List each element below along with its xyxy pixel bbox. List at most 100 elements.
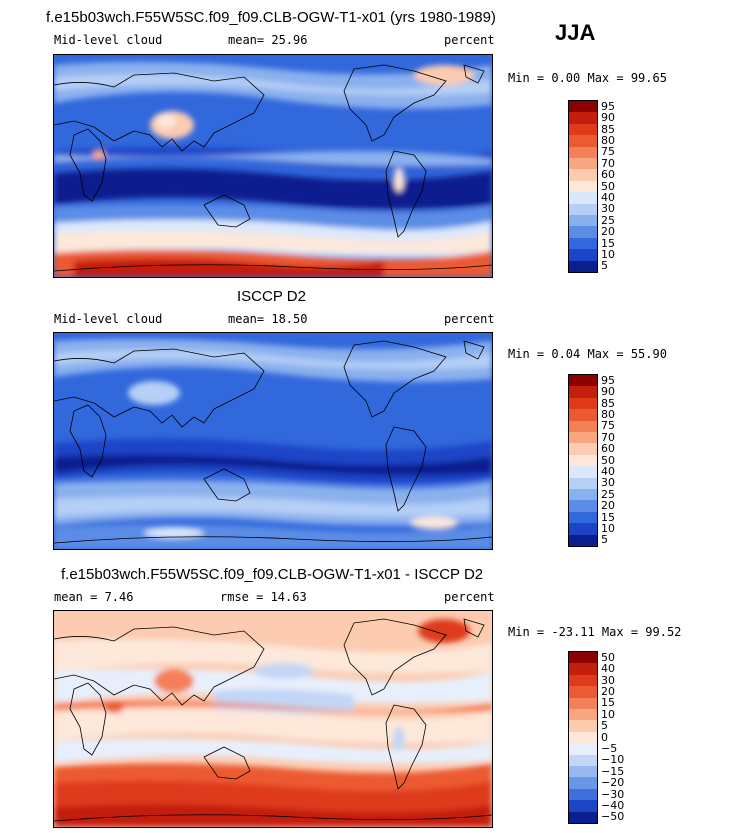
- colorbar-tick-label: 5: [601, 259, 608, 273]
- colorbar-tick-label: 90: [601, 111, 615, 125]
- panel-2-variable-label: Mid-level cloud: [54, 312, 163, 326]
- panel-1-units-label: percent: [444, 33, 495, 47]
- season-label: JJA: [555, 20, 596, 45]
- colorbar-tick-label: 20: [601, 499, 615, 513]
- colorbar-swatch: [569, 432, 597, 444]
- panel-2-range: Min = 0.04 Max = 55.90: [508, 347, 667, 361]
- colorbar-swatch: [569, 101, 597, 113]
- colorbar-swatch: [569, 523, 597, 536]
- colorbar-swatch: [569, 123, 597, 136]
- colorbar-swatch: [569, 674, 597, 687]
- colorbar-swatch: [569, 112, 597, 125]
- panel-1-title: f.e15b03wch.F55W5SC.f09_f09.CLB-OGW-T1-x…: [46, 9, 496, 26]
- colorbar-swatch: [569, 743, 597, 756]
- colorbar-tick-label: 50: [601, 650, 615, 664]
- colorbar-tick-label: 5: [601, 533, 608, 547]
- colorbar-tick-label: 95: [601, 373, 615, 387]
- colorbar-tick-label: 40: [601, 190, 615, 204]
- colorbar-tick-label: −5: [601, 741, 618, 755]
- colorbar-tick-label: 25: [601, 487, 615, 501]
- panel-3-rmse-label: rmse = 14.63: [220, 590, 307, 604]
- colorbar-swatch: [569, 192, 597, 205]
- colorbar-tick-label: 60: [601, 168, 615, 182]
- colorbar-swatch: [569, 731, 597, 744]
- colorbar-swatch: [569, 788, 597, 801]
- colorbar-tick-label: −15: [601, 764, 625, 778]
- colorbar-swatch: [569, 169, 597, 182]
- colorbar-tick-label: 40: [601, 464, 615, 478]
- panel-3-range: Min = -23.11 Max = 99.52: [508, 625, 682, 639]
- colorbar-swatch: [569, 686, 597, 699]
- panel-3-map: [53, 610, 493, 828]
- colorbar-swatch: [569, 454, 597, 467]
- colorbar-swatch: [569, 443, 597, 456]
- colorbar-swatch: [569, 386, 597, 399]
- colorbar-tick-label: 75: [601, 419, 615, 433]
- colorbar-tick-label: 70: [601, 430, 615, 444]
- colorbar-swatch: [569, 800, 597, 813]
- colorbar-swatch: [569, 409, 597, 422]
- colorbar-tick-label: 5: [601, 719, 608, 733]
- colorbar-tick-label: 0: [601, 730, 608, 744]
- colorbar-tick-label: 15: [601, 696, 615, 710]
- panel-2-title: ISCCP D2: [237, 288, 306, 305]
- colorbar-swatch: [569, 477, 597, 490]
- colorbar-swatch: [569, 697, 597, 710]
- panel-3-title: f.e15b03wch.F55W5SC.f09_f09.CLB-OGW-T1-x…: [61, 566, 484, 583]
- colorbar-swatch: [569, 652, 597, 664]
- colorbar-tick-label: 15: [601, 236, 615, 250]
- colorbar-swatch: [569, 663, 597, 676]
- colorbar-swatch: [569, 777, 597, 790]
- panel-2-map: [53, 332, 493, 550]
- colorbar-tick-label: 80: [601, 407, 615, 421]
- colorbar-tick-label: −50: [601, 810, 625, 824]
- colorbar-tick-label: −40: [601, 798, 625, 812]
- colorbar-swatch: [569, 215, 597, 227]
- colorbar-swatch: [569, 397, 597, 410]
- colorbar-tick-label: −10: [601, 753, 625, 767]
- colorbar-tick-label: 10: [601, 521, 615, 535]
- colorbar-tick-label: 10: [601, 247, 615, 261]
- colorbar-swatch: [569, 534, 597, 547]
- colorbar-tick-label: 75: [601, 145, 615, 159]
- colorbar-tick-label: 30: [601, 476, 615, 490]
- panel-2-mean-label: mean= 18.50: [228, 312, 308, 326]
- panel-1-map: [53, 54, 493, 278]
- colorbar-swatch: [569, 500, 597, 513]
- colorbar-tick-label: 40: [601, 662, 615, 676]
- colorbar-tick-label: 70: [601, 156, 615, 170]
- panel-1-variable-label: Mid-level cloud: [54, 33, 163, 47]
- colorbar-tick-label: 20: [601, 684, 615, 698]
- panel-1-colorbar: 95 90 85 80 75 70 60 50 40 30 25 20 15 10 5: [568, 100, 615, 273]
- colorbar-swatch: [569, 146, 597, 159]
- colorbar-swatch: [569, 766, 597, 778]
- colorbar-swatch: [569, 260, 597, 273]
- colorbar-tick-label: 85: [601, 122, 615, 136]
- panel-3-mean-label: mean = 7.46: [54, 590, 134, 604]
- panel-1-range: Min = 0.00 Max = 99.65: [508, 71, 667, 85]
- colorbar-tick-label: 25: [601, 213, 615, 227]
- colorbar-swatch: [569, 158, 597, 170]
- colorbar-swatch: [569, 511, 597, 524]
- colorbar-swatch: [569, 489, 597, 501]
- colorbar-swatch: [569, 420, 597, 433]
- colorbar-tick-label: 85: [601, 396, 615, 410]
- colorbar-swatch: [569, 466, 597, 479]
- colorbar-swatch: [569, 203, 597, 216]
- colorbar-swatch: [569, 375, 597, 387]
- panel-2-colorbar: 95 90 85 80 75 70 60 50 40 30 25 20 15 10 5: [568, 374, 615, 547]
- colorbar-swatch: [569, 180, 597, 193]
- colorbar-tick-label: 80: [601, 133, 615, 147]
- colorbar-swatch: [569, 249, 597, 262]
- colorbar-swatch: [569, 237, 597, 250]
- colorbar-swatch: [569, 811, 597, 824]
- colorbar-tick-label: 60: [601, 442, 615, 456]
- colorbar-tick-label: 95: [601, 99, 615, 113]
- colorbar-tick-label: 50: [601, 179, 615, 193]
- colorbar-swatch: [569, 135, 597, 148]
- colorbar-tick-label: 20: [601, 225, 615, 239]
- panel-3-colorbar: 50 40 30 20 15 10 5 0 −5 −10 −15 −20 −30 −40 −50: [568, 651, 624, 824]
- colorbar-tick-label: 30: [601, 673, 615, 687]
- panel-2-units-label: percent: [444, 312, 495, 326]
- colorbar-tick-label: −30: [601, 787, 625, 801]
